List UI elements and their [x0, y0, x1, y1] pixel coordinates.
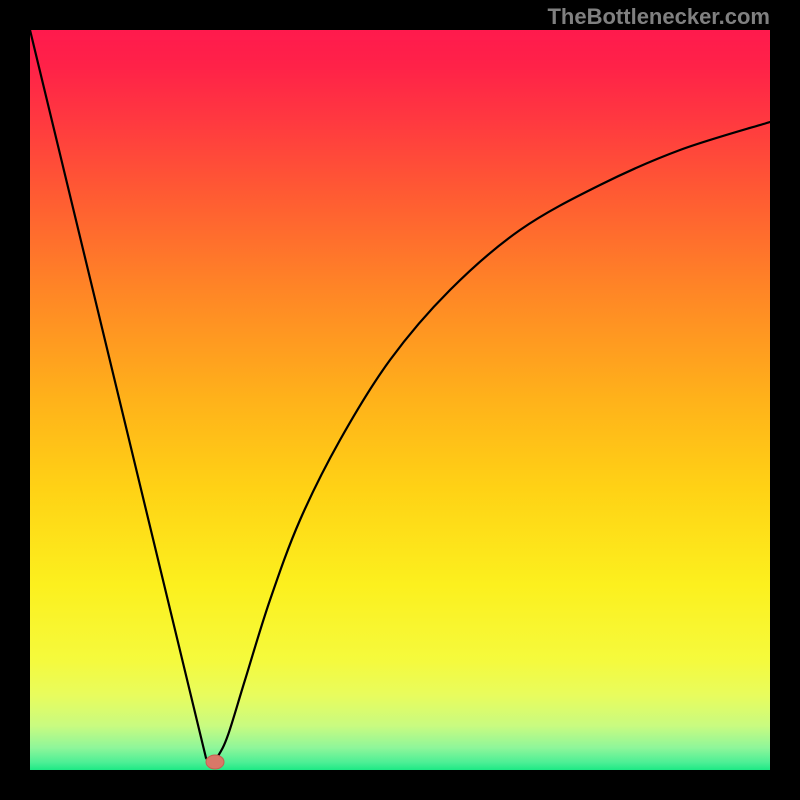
chart-frame: TheBottlenecker.com: [0, 0, 800, 800]
optimum-marker: [206, 755, 224, 769]
curve-overlay: [0, 0, 800, 800]
watermark-text: TheBottlenecker.com: [547, 4, 770, 30]
bottleneck-curve: [30, 30, 770, 760]
